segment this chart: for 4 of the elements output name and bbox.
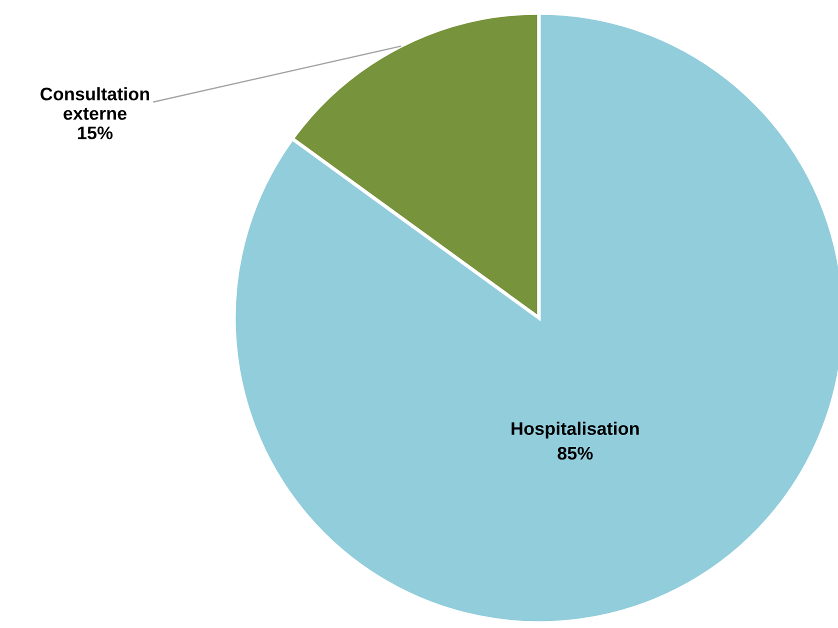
slice-label: Hospitalisation — [512, 422, 639, 439]
data-label: 85% — [558, 446, 593, 460]
data-label: 15% — [78, 126, 113, 140]
slice-label: Consultation externe — [40, 87, 150, 120]
